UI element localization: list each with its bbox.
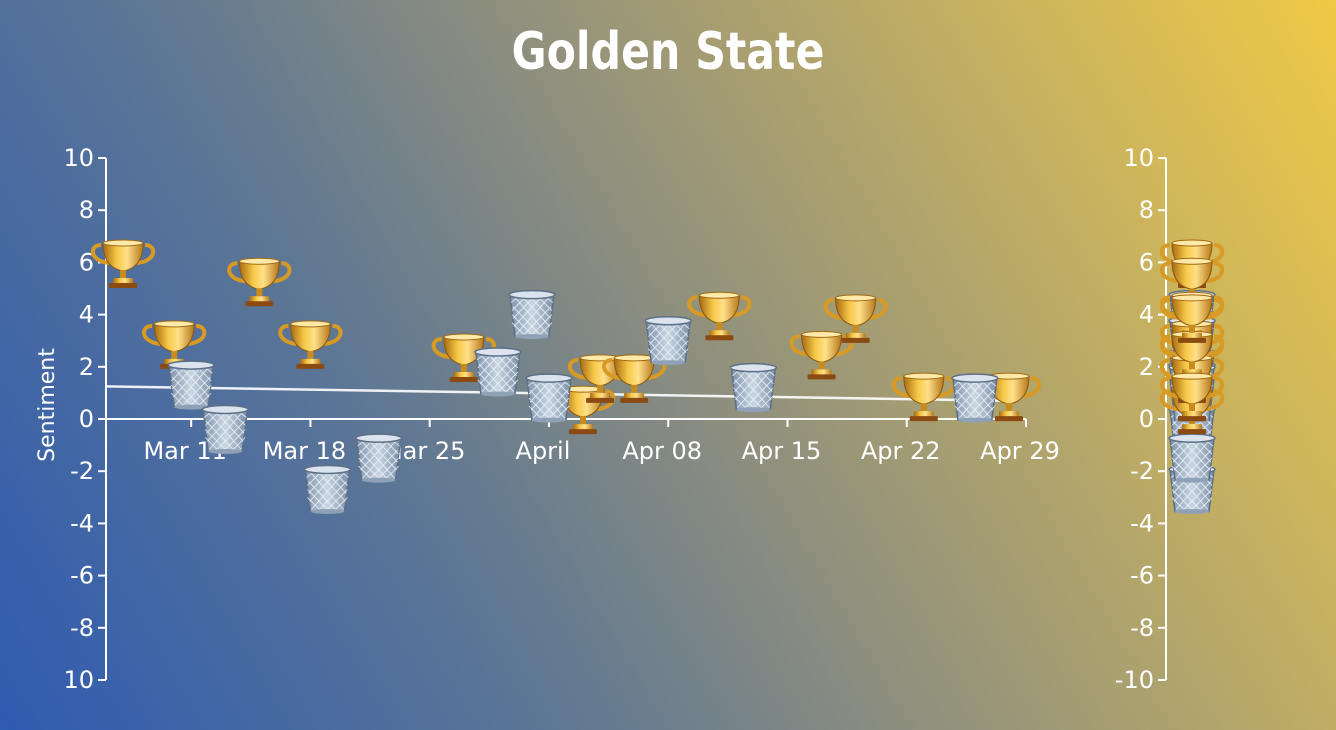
y-tick-label: 8: [79, 196, 94, 224]
y-tick-label: -2: [70, 457, 94, 485]
x-tick-label: Mar 18: [263, 437, 346, 465]
side-y-tick-label: -4: [1130, 509, 1154, 537]
trash-can-icon: [474, 347, 522, 398]
trash-can-icon: [167, 360, 215, 411]
y-tick-label: 10: [63, 666, 94, 694]
side-y-tick-label: -6: [1130, 562, 1154, 590]
x-tick-label: Apr 29: [980, 437, 1060, 465]
y-tick-label: 6: [79, 248, 94, 276]
trash-can-icon: [644, 315, 692, 366]
y-tick-label: -4: [70, 509, 94, 537]
y-tick-label: -8: [70, 614, 94, 642]
y-tick-label: 10: [63, 144, 94, 172]
trash-can-icon: [1168, 433, 1216, 484]
trash-can-icon: [525, 373, 573, 424]
x-tick-label: Apr 15: [742, 437, 822, 465]
trophy-icon: [90, 238, 156, 291]
y-axis-label: Sentiment: [35, 348, 60, 462]
side-y-tick-label: 10: [1123, 144, 1154, 172]
y-tick-label: 2: [79, 353, 94, 381]
side-distribution-marks: [1159, 238, 1225, 515]
trash-can-icon: [354, 433, 403, 484]
side-axes: 10 8 6 4 2 0 -2 -4 -6 -8 -10: [1115, 144, 1167, 694]
side-y-tick-label: -10: [1115, 666, 1154, 694]
side-y-tick-label: 6: [1139, 248, 1154, 276]
side-y-tick-label: 2: [1139, 353, 1154, 381]
trash-can-icon: [201, 404, 250, 455]
trash-can-icon: [303, 464, 352, 515]
x-tick-label: Apr 22: [861, 437, 941, 465]
chart-title: Golden State: [511, 22, 825, 82]
y-tick-label: 0: [79, 405, 94, 433]
marks-layer: [90, 238, 1042, 515]
trophy-icon: [687, 290, 752, 343]
side-y-tick-label: 4: [1139, 301, 1154, 329]
trophy-icon: [227, 256, 292, 309]
side-y-tick-label: 8: [1139, 196, 1154, 224]
trash-can-icon: [951, 373, 999, 424]
side-y-tick-label: 0: [1139, 405, 1154, 433]
x-tick-label: Apr 08: [622, 437, 702, 465]
y-tick-label: 4: [79, 301, 94, 329]
x-tick-label: April: [516, 437, 571, 465]
trophy-icon: [891, 371, 956, 424]
side-y-tick-label: -8: [1130, 614, 1154, 642]
side-y-tick-label: -2: [1130, 457, 1154, 485]
trash-can-icon: [729, 362, 778, 413]
trophy-icon: [278, 318, 343, 371]
y-tick-label: -6: [70, 562, 94, 590]
trash-can-icon: [508, 289, 556, 340]
y-axis-label-group: Sentiment: [35, 348, 60, 462]
